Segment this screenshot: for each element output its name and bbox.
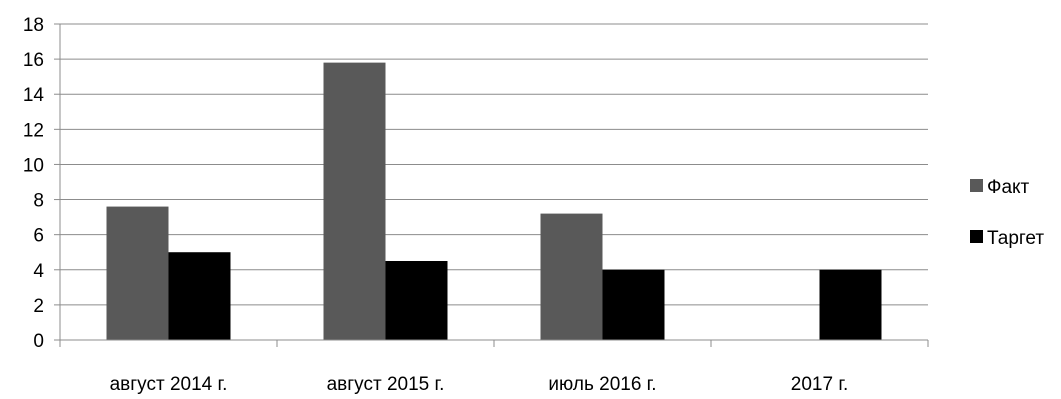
bar-target xyxy=(602,269,665,340)
y-tick-label: 4 xyxy=(33,261,44,282)
y-tick-label: 16 xyxy=(23,50,44,71)
y-tick-label: 0 xyxy=(33,331,44,352)
y-tick-label: 18 xyxy=(23,15,44,36)
legend-swatch xyxy=(970,230,983,243)
y-tick-label: 6 xyxy=(33,226,44,247)
x-tick-label: август 2015 г. xyxy=(327,374,445,394)
x-tick-label: август 2014 г. xyxy=(110,374,228,394)
y-tick-label: 8 xyxy=(33,191,44,212)
bar-fact xyxy=(323,62,386,340)
axes xyxy=(54,23,929,347)
legend-label: Таргет xyxy=(987,228,1044,249)
bar-target xyxy=(819,269,882,340)
y-tick-label: 12 xyxy=(23,120,44,141)
legend-label: Факт xyxy=(987,177,1030,198)
x-tick-label: 2017 г. xyxy=(791,374,848,394)
x-tick-labels: август 2014 г. август 2015 г. июль 2016 г.… xyxy=(110,374,849,395)
legend: Факт Таргет xyxy=(970,177,1044,249)
bar-fact xyxy=(106,206,169,340)
x-tick-label: июль 2016 г. xyxy=(548,374,656,394)
bars xyxy=(106,62,882,340)
y-tick-label: 10 xyxy=(23,155,44,176)
legend-swatch xyxy=(970,179,983,192)
y-tick-labels: 0 2 4 6 8 10 12 14 16 18 xyxy=(23,15,45,352)
bar-target xyxy=(385,261,448,340)
bar-target xyxy=(168,252,231,340)
y-tick-label: 14 xyxy=(23,85,45,106)
y-tick-label: 2 xyxy=(33,296,44,317)
bar-fact xyxy=(540,213,603,340)
